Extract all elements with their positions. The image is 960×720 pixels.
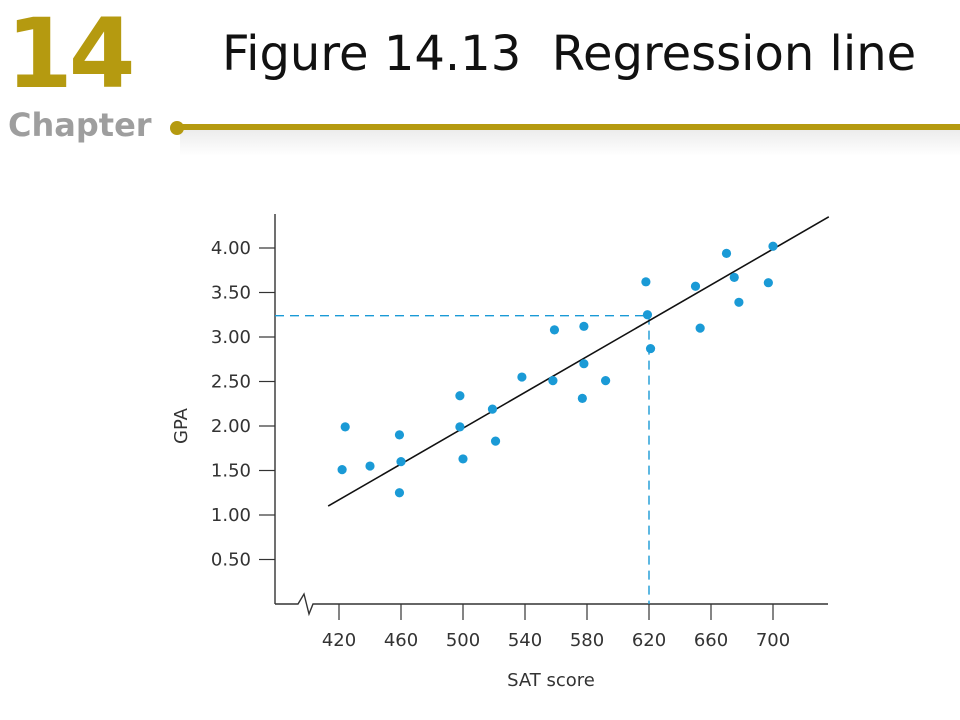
chapter-badge: 14 Chapter	[0, 0, 170, 150]
data-point	[768, 241, 778, 251]
data-point	[394, 430, 405, 440]
data-point	[642, 310, 653, 320]
data-point	[641, 277, 651, 287]
y-tick-label: 0.50	[211, 550, 251, 571]
x-tick-label: 500	[446, 630, 480, 651]
data-point	[340, 422, 350, 432]
chapter-number: 14	[6, 0, 136, 110]
y-tick-label: 2.50	[211, 372, 251, 393]
data-point	[548, 376, 558, 386]
data-point	[396, 457, 406, 467]
data-point	[763, 278, 773, 288]
x-tick-label: 620	[632, 630, 666, 651]
data-point	[695, 323, 705, 333]
data-point	[458, 454, 468, 464]
data-point	[579, 359, 589, 369]
data-point	[490, 436, 501, 446]
data-point	[455, 391, 465, 401]
data-point	[577, 393, 587, 404]
data-point	[455, 422, 465, 432]
data-point	[487, 404, 498, 414]
x-tick-label: 700	[756, 630, 790, 651]
data-point	[721, 248, 732, 258]
y-tick-label: 1.50	[211, 461, 251, 482]
data-point	[394, 488, 405, 498]
x-tick-label: 580	[570, 630, 604, 651]
data-point	[517, 372, 527, 382]
y-tick-label: 2.00	[211, 416, 251, 437]
title-bar-dot	[170, 121, 184, 135]
x-tick-label: 540	[508, 630, 542, 651]
regression-line	[327, 216, 830, 507]
data-point	[645, 343, 656, 354]
x-axis-line-with-break	[275, 592, 828, 617]
y-tick-label: 4.00	[211, 238, 251, 259]
data-point	[690, 281, 701, 291]
x-axis-label: SAT score	[507, 670, 595, 691]
data-point	[729, 272, 739, 282]
y-tick-label: 1.00	[211, 505, 251, 526]
y-tick-label: 3.50	[211, 283, 251, 304]
data-point	[601, 376, 611, 386]
data-point	[365, 461, 375, 471]
x-tick-label: 660	[694, 630, 728, 651]
y-axis-label: GPA	[171, 407, 192, 444]
title-bar-shadow	[180, 130, 960, 156]
data-point	[337, 465, 347, 475]
chapter-label: Chapter	[8, 106, 152, 144]
title-bar	[178, 124, 960, 130]
data-point	[579, 321, 589, 331]
x-tick-label: 420	[322, 630, 356, 651]
page-title: Figure 14.13 Regression line	[222, 26, 917, 82]
data-point	[734, 297, 744, 307]
y-tick-label: 3.00	[211, 327, 251, 348]
x-tick-label: 460	[384, 630, 418, 651]
data-point	[549, 325, 560, 335]
